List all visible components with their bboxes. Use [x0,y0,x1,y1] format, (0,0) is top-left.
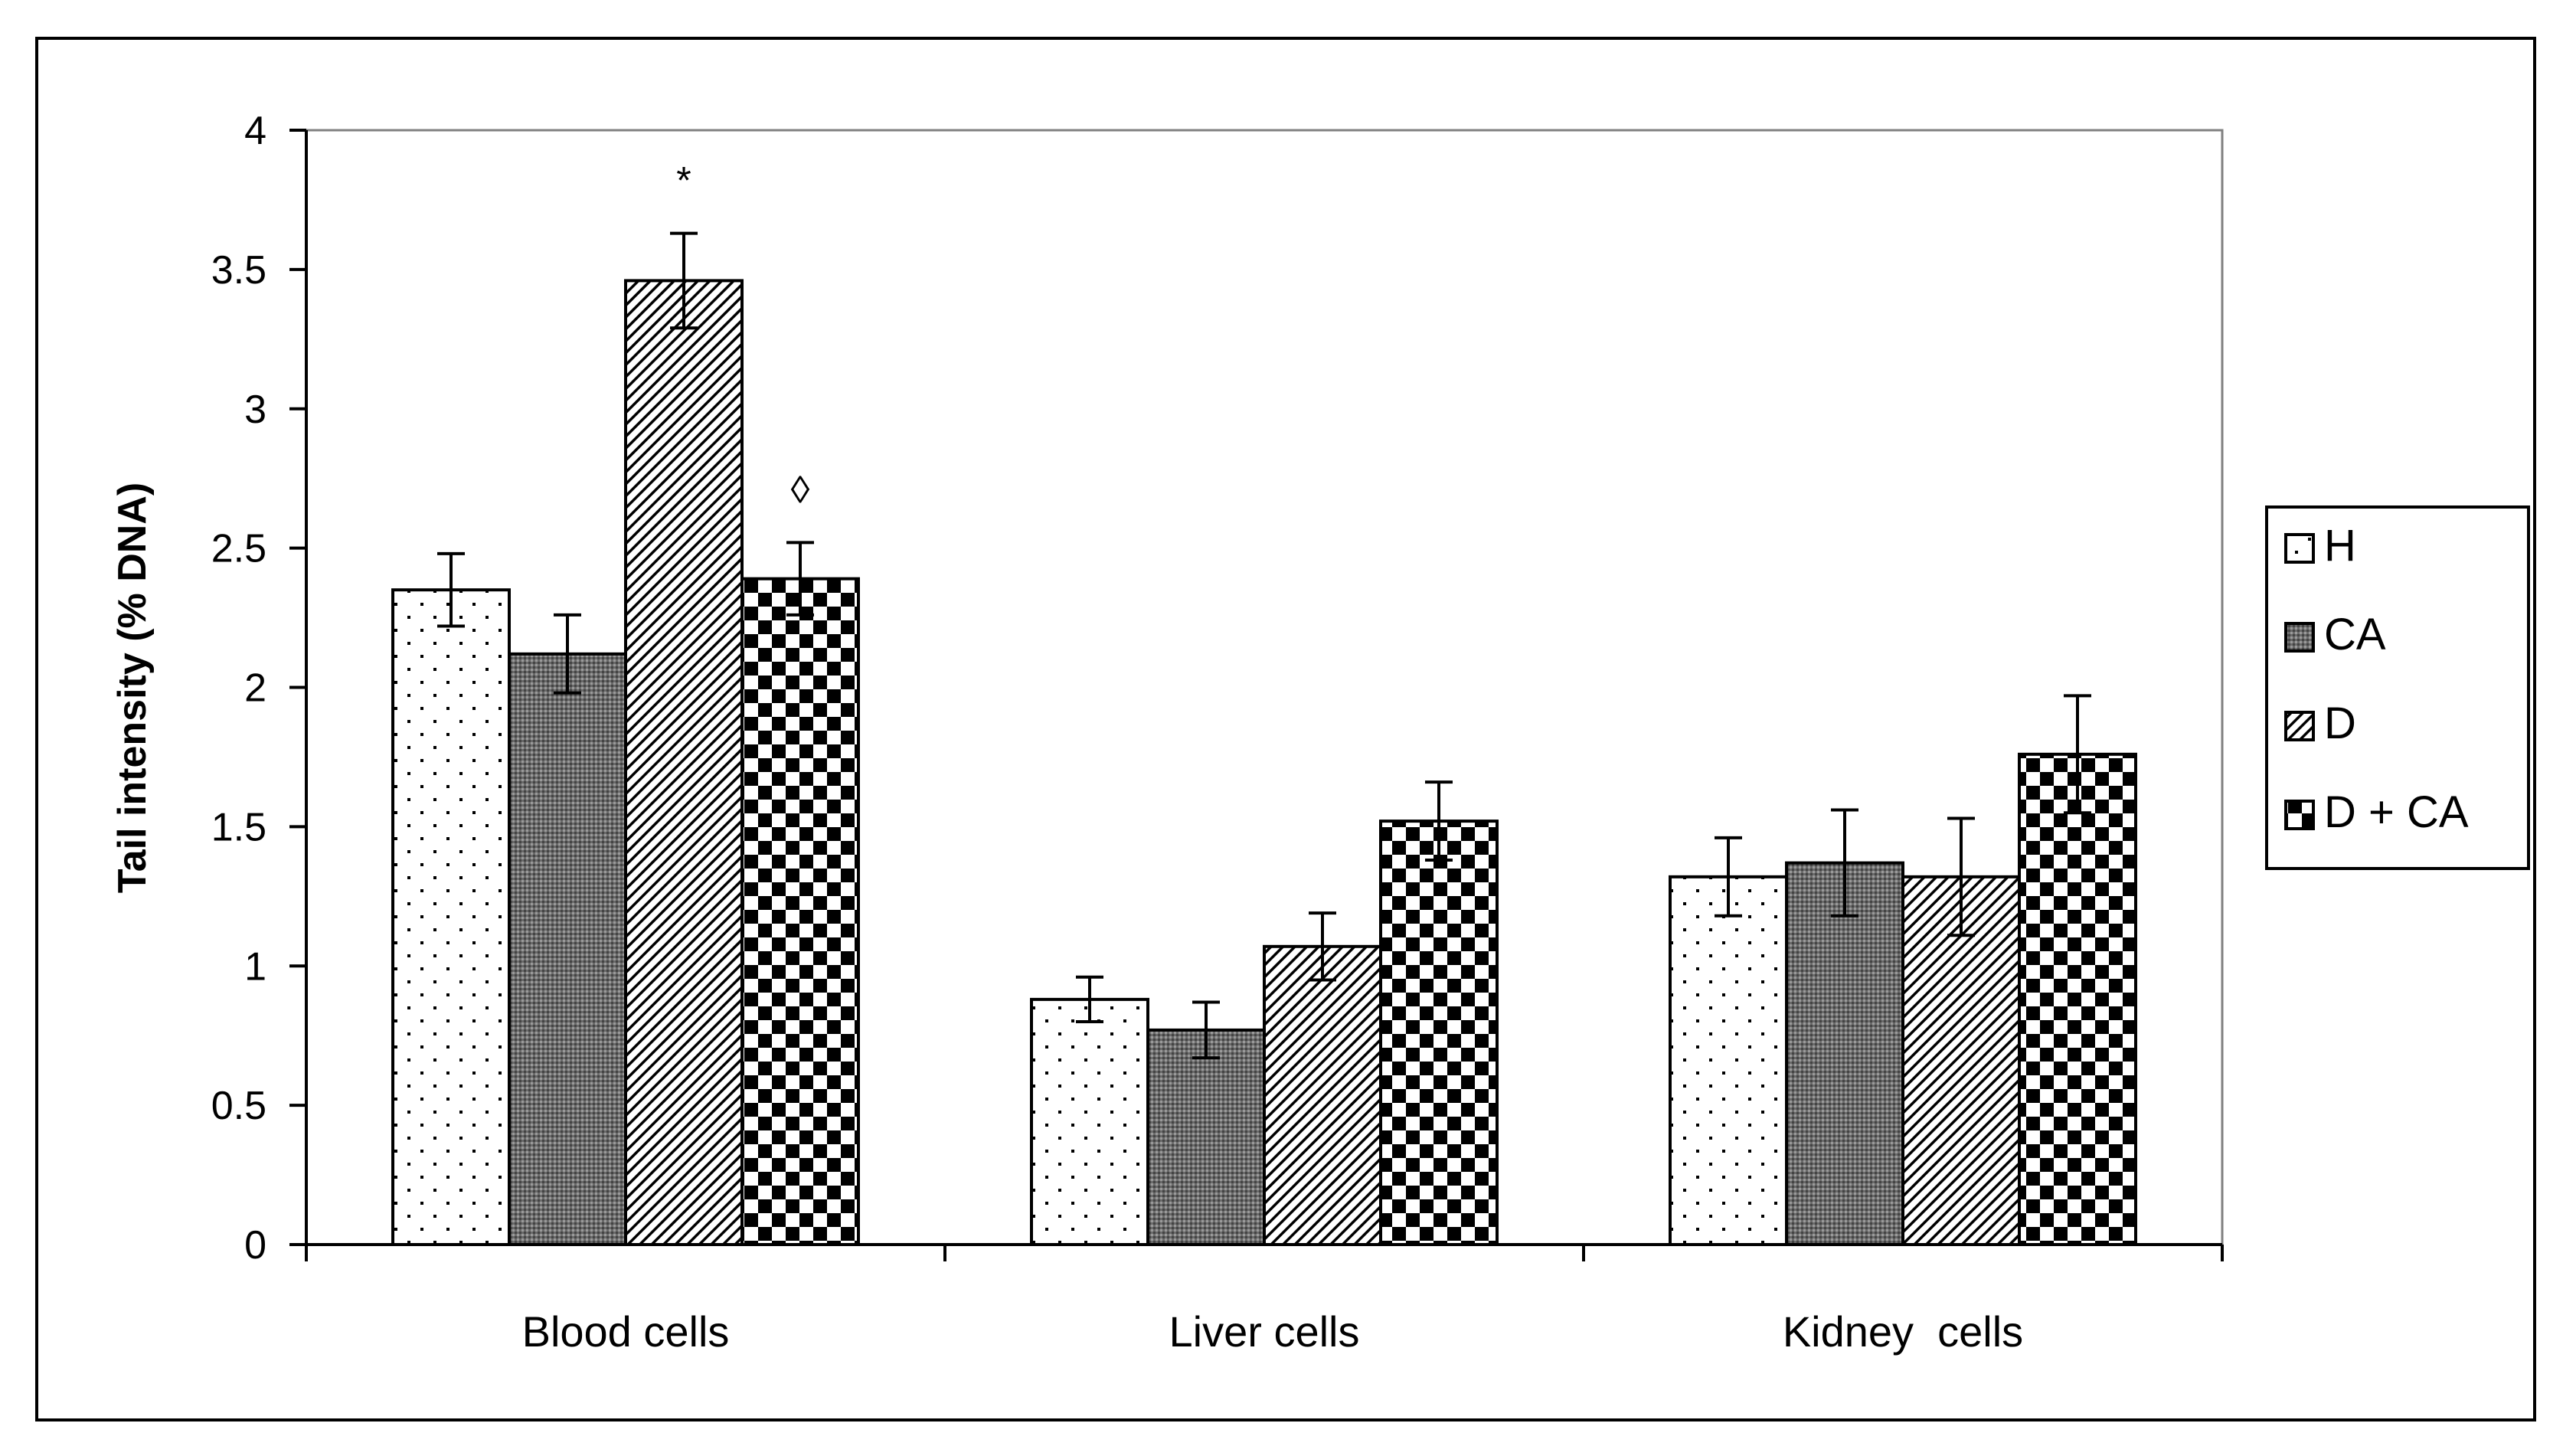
y-tick-label: 2 [244,666,266,711]
bar-ca [1785,861,1904,1246]
significance-marker: ◊ [791,468,810,511]
x-category-label: Kidney cells [1783,1307,2023,1356]
legend-label: D + CA [2324,787,2469,837]
bar-d [1263,944,1382,1246]
bar-d [1901,875,2021,1246]
legend-swatch [2284,622,2315,653]
bar-h [391,588,511,1246]
y-tick-label: 1.5 [211,805,266,849]
x-category-label: Blood cells [522,1307,730,1356]
y-axis-title: Tail intensity (% DNA) [110,483,155,893]
y-tick-label: 3.5 [211,248,266,293]
bar-d-plus-ca [2018,752,2137,1246]
error-bars [437,231,2091,1060]
bars [391,279,2137,1247]
bar-h [1030,997,1149,1247]
y-axis: 0 0.5 1 1.5 2 2.5 3 3.5 4 [211,109,308,1268]
annotations: *◊ [676,159,809,512]
y-tick-label: 3 [244,388,266,432]
legend-swatch [2284,800,2315,830]
bar-d [624,279,744,1246]
y-tick-label: 2.5 [211,527,266,571]
legend-swatch [2284,711,2315,741]
bar-h [1669,875,1788,1246]
legend-swatch [2284,533,2315,564]
bar-ca [508,652,627,1246]
significance-marker: * [676,159,691,202]
y-tick-label: 0 [244,1223,266,1268]
legend-label: CA [2324,610,2386,659]
bar-d-plus-ca [740,577,860,1246]
legend: H CA D D + CA [2265,505,2530,870]
x-category-label: Liver cells [1169,1307,1360,1356]
bar-d-plus-ca [1379,820,1499,1246]
legend-label: H [2324,521,2356,571]
y-tick-label: 1 [244,944,266,989]
legend-label: D [2324,698,2356,748]
bar-ca [1146,1028,1266,1246]
y-tick-label: 0.5 [211,1084,266,1128]
y-tick-label: 4 [244,109,266,153]
